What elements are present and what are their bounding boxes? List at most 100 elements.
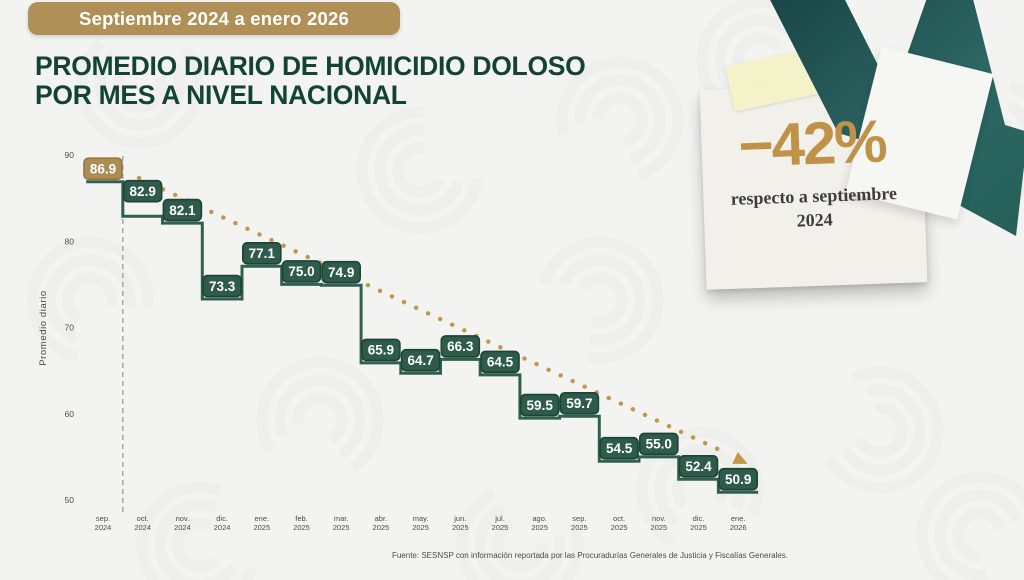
value-label-box: [599, 436, 639, 460]
value-label-box: [202, 274, 242, 298]
value-label-box: [519, 393, 560, 417]
x-tick-year: 2024: [214, 523, 231, 532]
x-tick-year: 2025: [253, 523, 270, 532]
x-tick-year: 2025: [690, 523, 707, 532]
swirl-decor: [834, 384, 926, 476]
swirl-decor: [474, 499, 566, 580]
value-label-box: [480, 350, 520, 374]
y-axis-tick: 50: [65, 495, 75, 505]
swirl-decor: [76, 21, 204, 149]
x-tick-month: may.: [413, 514, 429, 523]
x-tick-month: feb.: [295, 514, 308, 523]
swirl-decor: [62, 272, 118, 328]
swirl-decor: [456, 481, 584, 580]
swirl-decor: [852, 402, 908, 458]
value-label: 74.9: [328, 265, 354, 280]
x-axis-tick: oct. 2024: [134, 514, 151, 532]
value-label: 75.0: [288, 264, 314, 279]
swirl-decor: [392, 142, 448, 198]
value-label-box: [400, 348, 441, 372]
value-label-box: [242, 242, 282, 265]
x-tick-month: nov.: [176, 514, 190, 523]
x-tick-year: 2025: [650, 523, 667, 532]
x-tick-month: abr.: [375, 514, 388, 523]
x-axis-tick: ago. 2025: [531, 514, 548, 532]
value-label-box: [440, 335, 481, 358]
value-label: 64.7: [407, 353, 433, 368]
swirl-decor: [492, 517, 548, 573]
swirl-decor: [536, 236, 664, 364]
value-label-box: [678, 454, 719, 478]
value-label-box: [718, 467, 759, 491]
x-tick-year: 2025: [492, 523, 509, 532]
x-axis-tick: ene. 2025: [253, 514, 270, 532]
swirl-decor: [374, 124, 466, 216]
y-axis-title: Promedio diario: [38, 290, 49, 366]
value-label: 73.3: [209, 279, 236, 294]
swirl-decor: [556, 56, 684, 184]
x-axis-tick: dic. 2025: [690, 514, 707, 532]
value-label: 55.0: [646, 437, 672, 452]
swirl-decor: [572, 272, 628, 328]
x-tick-month: jul.: [494, 514, 505, 523]
x-tick-year: 2025: [293, 523, 310, 532]
x-axis-tick: oct. 2025: [611, 514, 628, 532]
value-label-box: [638, 432, 679, 456]
value-label: 86.9: [90, 162, 116, 177]
x-axis-tick: sep. 2025: [571, 514, 588, 532]
value-label: 59.5: [527, 398, 554, 413]
x-tick-year: 2024: [174, 523, 191, 532]
percent-change-badge: −42%: [737, 107, 887, 180]
y-axis-tick: 60: [65, 409, 75, 419]
date-range-label: Septiembre 2024 a enero 2026: [79, 7, 349, 29]
x-tick-month: oct.: [613, 514, 625, 523]
x-tick-year: 2025: [333, 523, 350, 532]
x-tick-year: 2025: [531, 523, 548, 532]
x-tick-month: ene.: [254, 514, 269, 523]
swirl-decor: [592, 92, 648, 148]
value-label: 54.5: [606, 441, 633, 456]
swirl-decor: [154, 499, 246, 580]
x-tick-year: 2025: [611, 523, 628, 532]
value-label: 66.3: [447, 339, 474, 354]
swirl-decor: [952, 507, 1008, 563]
note-card-content: −42% respecto a septiembre 2024: [700, 82, 928, 290]
value-label-box: [361, 338, 401, 362]
percent-change-caption: respecto a septiembre 2024: [703, 180, 926, 236]
value-label: 50.9: [725, 472, 751, 487]
x-axis-tick: nov. 2025: [650, 514, 667, 532]
x-tick-month: nov.: [652, 514, 666, 523]
x-axis-tick: dic. 2024: [214, 514, 231, 532]
x-axis-tick: abr. 2025: [373, 514, 390, 532]
x-tick-month: dic.: [216, 514, 228, 523]
trend-dotted-line: [136, 175, 725, 454]
trend-arrowhead-icon: [732, 452, 748, 464]
swirl-decor: [292, 392, 348, 448]
swirl-decor: [356, 106, 484, 234]
y-axis-tick: 80: [65, 236, 75, 246]
value-label: 52.4: [685, 459, 712, 474]
value-label-box: [281, 260, 322, 283]
x-axis-tick: nov. 2024: [174, 514, 191, 532]
swirl-decor: [112, 57, 168, 113]
x-tick-year: 2025: [373, 523, 390, 532]
swirl-decor: [916, 471, 1024, 580]
x-tick-month: mar.: [334, 514, 349, 523]
source-note: Fuente: SESNSP con información reportada…: [391, 551, 789, 560]
x-tick-month: dic.: [693, 514, 705, 523]
swirl-decor: [574, 74, 666, 166]
x-tick-year: 2024: [134, 523, 151, 532]
swirl-decor: [44, 254, 136, 346]
x-tick-year: 2025: [412, 523, 429, 532]
x-tick-year: 2026: [730, 523, 747, 532]
x-axis-tick: ene. 2026: [730, 514, 747, 532]
value-label: 82.9: [130, 184, 156, 199]
swirl-decor: [172, 517, 228, 573]
page-title-line2: POR MES A NIVEL NACIONAL: [35, 80, 407, 110]
step-line: [86, 180, 759, 494]
value-label: 77.1: [249, 246, 276, 261]
swirl-decor: [136, 481, 264, 580]
x-axis-tick: sep. 2024: [95, 514, 112, 532]
